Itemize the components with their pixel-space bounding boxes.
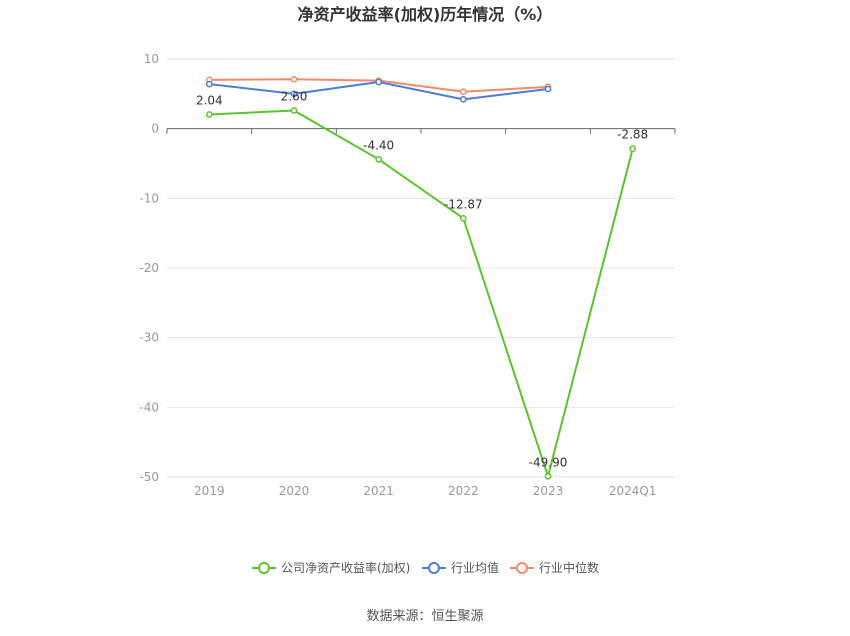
y-tick-label: 10 (144, 52, 159, 66)
data-point (375, 155, 383, 163)
data-point (544, 85, 552, 93)
data-point (375, 78, 383, 86)
legend-marker (428, 562, 440, 574)
data-point (290, 107, 298, 114)
data-point (205, 111, 213, 118)
chart-title: 净资产收益率(加权)历年情况（%） (298, 5, 553, 24)
y-tick-label: -20 (139, 261, 159, 275)
data-point (290, 90, 298, 98)
data-point (205, 80, 213, 88)
data-point (459, 88, 467, 96)
legend-marker (516, 562, 528, 574)
data-point (544, 472, 552, 480)
y-tick-label: -40 (139, 400, 159, 414)
x-tick-label: 2023 (533, 484, 564, 498)
y-tick-label: -10 (139, 191, 159, 205)
data-point (459, 214, 467, 222)
series-layer (205, 75, 637, 480)
data-point (629, 145, 637, 153)
legend-marker (258, 562, 270, 574)
legend: 公司净资产收益率(加权) 行业均值 行业中位数 (252, 560, 599, 575)
data-label: -49.90 (529, 455, 568, 469)
x-tick-label: 2019 (194, 484, 225, 498)
y-tick-label: -50 (139, 470, 159, 484)
y-tick-label: 0 (151, 122, 159, 136)
x-axis: 2019 2020 2021 2022 2023 2024Q1 (166, 128, 676, 498)
data-label: -4.40 (363, 138, 394, 152)
legend-label: 公司净资产收益率(加权) (281, 560, 410, 575)
x-tick-label: 2022 (448, 484, 479, 498)
data-label: 2.60 (281, 90, 308, 104)
series-line (209, 109, 634, 478)
legend-label: 行业中位数 (539, 560, 599, 575)
data-point (459, 96, 467, 103)
x-tick-label: 2024Q1 (609, 484, 657, 498)
y-tick-label: -30 (139, 331, 159, 345)
data-labels: 2.04 2.60 -4.40 -12.87 -49.90 -2.88 (196, 90, 648, 470)
data-point (290, 75, 298, 83)
x-tick-label: 2021 (363, 484, 394, 498)
data-label: -12.87 (444, 197, 483, 211)
grid (167, 58, 675, 478)
data-label: -2.88 (617, 128, 648, 142)
legend-label: 行业均值 (451, 560, 499, 575)
y-axis: 10 0 -10 -20 -30 -40 -50 (139, 52, 159, 484)
x-tick-label: 2020 (279, 484, 310, 498)
data-label: 2.04 (196, 93, 223, 107)
source-text: 数据来源：恒生聚源 (366, 609, 483, 624)
